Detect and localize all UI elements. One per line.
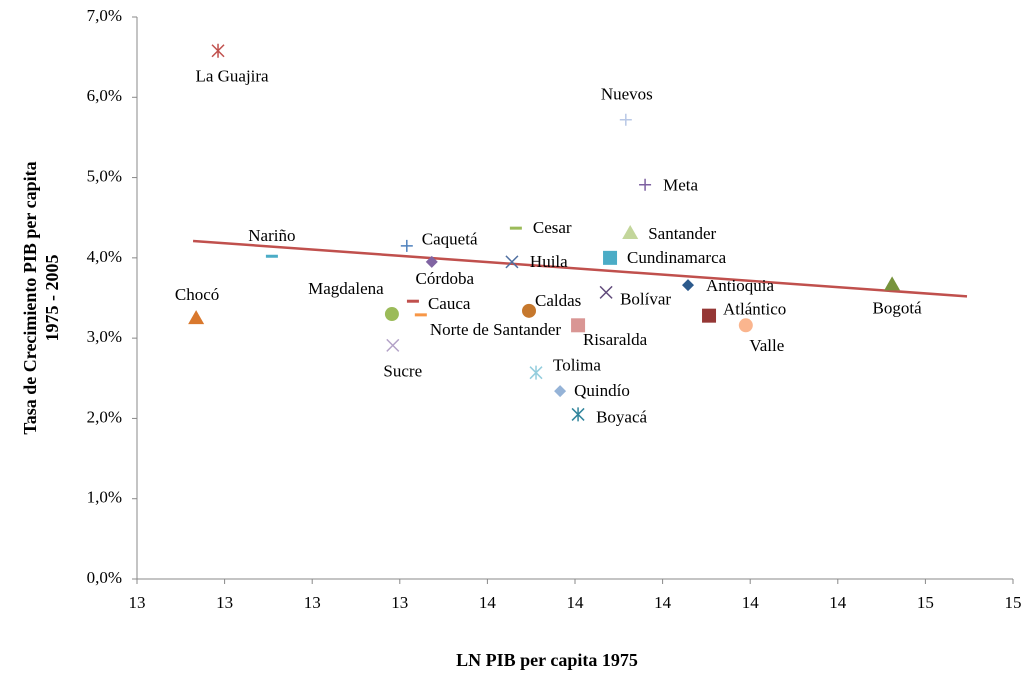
point	[603, 250, 618, 265]
point	[738, 318, 753, 333]
point-label: Nuevos	[601, 85, 653, 104]
x-tick-label: 15	[917, 593, 934, 612]
point	[509, 226, 522, 230]
x-tick-label: 15	[1005, 593, 1022, 612]
point-label: La Guajira	[195, 67, 269, 86]
x-axis-title: LN PIB per capita 1975	[456, 650, 638, 670]
y-axis-title: Tasa de Crecimiento PIB per capita	[20, 161, 40, 434]
trendline	[192, 239, 968, 298]
x-tick-label: 13	[304, 593, 321, 612]
point-label: Norte de Santander	[430, 320, 562, 339]
x-tick-label: 14	[654, 593, 672, 612]
point-label: Nariño	[248, 226, 295, 245]
point	[639, 178, 652, 191]
point-label: Cesar	[533, 218, 572, 237]
point	[599, 285, 613, 299]
point-label: Antioquia	[706, 276, 774, 295]
point	[414, 313, 427, 317]
point-label: Córdoba	[416, 269, 475, 288]
y-tick-label: 1,0%	[87, 488, 122, 507]
point-label: Caldas	[535, 291, 581, 310]
point	[522, 303, 537, 318]
point	[622, 224, 639, 239]
point	[571, 318, 586, 333]
y-axis-title: 1975 - 2005	[42, 255, 62, 342]
point-label: Magdalena	[308, 279, 384, 298]
point-label: Valle	[749, 336, 784, 355]
point	[211, 43, 225, 58]
y-tick-label: 3,0%	[87, 327, 122, 346]
point-label: Boyacá	[596, 407, 647, 426]
point-label: Cundinamarca	[627, 248, 727, 267]
y-tick-label: 4,0%	[87, 247, 122, 266]
x-tick-label: 13	[216, 593, 233, 612]
point	[682, 279, 695, 292]
y-tick-label: 2,0%	[87, 407, 122, 426]
point	[529, 365, 543, 380]
point	[265, 254, 278, 258]
x-tick-label: 14	[479, 593, 497, 612]
y-tick-label: 7,0%	[87, 6, 122, 25]
point	[188, 310, 205, 325]
point-label: Quindío	[574, 381, 630, 400]
x-tick-label: 13	[129, 593, 146, 612]
point	[406, 299, 419, 303]
point-label: Bogotá	[873, 298, 923, 317]
point-label: Cauca	[428, 294, 471, 313]
x-tick-label: 14	[567, 593, 585, 612]
y-tick-label: 6,0%	[87, 86, 122, 105]
point	[400, 239, 413, 252]
point	[619, 113, 632, 126]
x-tick-label: 14	[742, 593, 760, 612]
point-label: Risaralda	[583, 330, 648, 349]
point	[884, 276, 901, 291]
point	[571, 407, 585, 422]
point-label: Bolívar	[620, 289, 671, 308]
point	[425, 255, 438, 268]
x-tick-label: 13	[391, 593, 408, 612]
point	[702, 308, 717, 323]
point	[554, 385, 567, 398]
point-label: Atlántico	[723, 300, 786, 319]
point-label: Sucre	[383, 361, 422, 380]
point	[505, 255, 519, 269]
point	[384, 307, 399, 322]
y-tick-label: 5,0%	[87, 166, 122, 185]
point	[386, 338, 400, 352]
x-tick-label: 14	[829, 593, 847, 612]
point-label: Tolima	[553, 356, 601, 375]
point-label: Santander	[648, 224, 716, 243]
point-label: Chocó	[175, 285, 219, 304]
point-label: Meta	[663, 176, 698, 195]
point-label: Huila	[530, 252, 568, 271]
point-label: Caquetá	[422, 230, 478, 249]
y-tick-label: 0,0%	[87, 568, 122, 587]
